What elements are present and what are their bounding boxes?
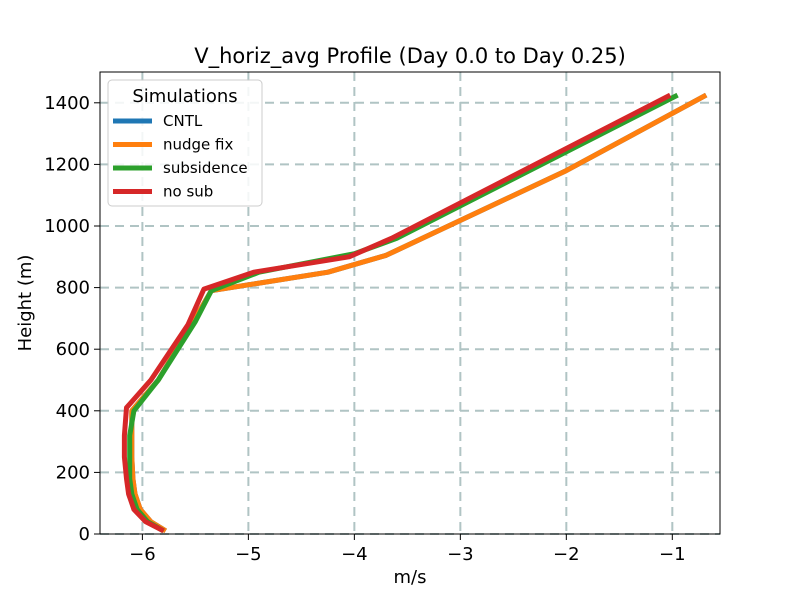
x-tick-label: −3 xyxy=(447,544,474,565)
y-tick-label: 800 xyxy=(56,278,90,299)
series-line-3 xyxy=(121,92,672,534)
plot-frame xyxy=(99,71,721,535)
y-tick-label: 1200 xyxy=(44,154,90,175)
y-axis-label: Height (m) xyxy=(15,255,36,352)
y-tick-label: 0 xyxy=(79,524,90,545)
axis-ticks: −6 −5 −4 −3 −2 −1 0 200 400 600 800 1000 1200 1400 xyxy=(44,93,685,565)
y-tick-label: 200 xyxy=(56,462,90,483)
y-tick-label: 600 xyxy=(56,339,90,360)
x-tick-label: −1 xyxy=(659,544,686,565)
legend-label: no sub xyxy=(163,183,213,201)
x-tick-label: −6 xyxy=(129,544,156,565)
legend-label: nudge fix xyxy=(163,136,234,154)
legend-box xyxy=(107,79,263,207)
x-tick-label: −2 xyxy=(553,544,580,565)
series-lines xyxy=(121,92,708,534)
legend-title: Simulations xyxy=(132,86,237,107)
x-axis-label: m/s xyxy=(394,567,427,588)
y-tick-label: 1000 xyxy=(44,216,90,237)
x-tick-label: −4 xyxy=(341,544,368,565)
legend-label: subsidence xyxy=(163,159,248,177)
legend-label: CNTL xyxy=(163,112,203,130)
y-tick-label: 400 xyxy=(56,401,90,422)
x-tick-label: −5 xyxy=(235,544,262,565)
legend: Simulations CNTL nudge fix subsidence no sub xyxy=(107,79,263,207)
y-tick-label: 1400 xyxy=(44,93,90,114)
chart-title: V_horiz_avg Profile (Day 0.0 to Day 0.25… xyxy=(194,44,626,69)
